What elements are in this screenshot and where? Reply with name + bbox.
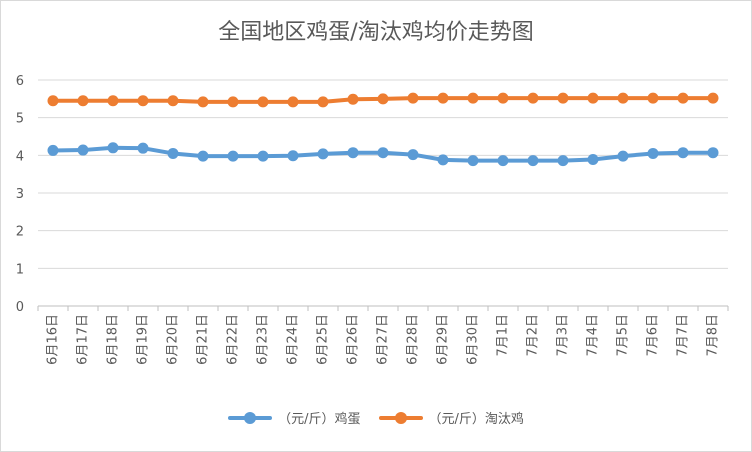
y-tick-label: 3 — [16, 187, 24, 202]
x-tick-label: 6月18日 — [106, 314, 121, 365]
data-point — [677, 147, 689, 159]
data-point — [617, 92, 629, 104]
data-point — [107, 95, 119, 107]
data-point — [137, 142, 149, 154]
y-tick-label: 6 — [16, 74, 24, 89]
data-point — [647, 92, 659, 104]
data-point — [227, 150, 239, 162]
legend-egg-marker — [228, 411, 273, 424]
data-point — [167, 95, 179, 107]
data-point — [257, 150, 269, 162]
data-point — [197, 96, 209, 108]
x-tick-label: 7月6日 — [646, 314, 661, 357]
y-axis: 0 1 2 3 4 5 6 — [16, 74, 24, 315]
data-point — [557, 92, 569, 104]
legend-item-egg: （元/斤）鸡蛋 — [228, 408, 361, 427]
data-point — [527, 155, 539, 167]
x-tick-label: 7月5日 — [616, 314, 631, 357]
x-tick-label: 6月26日 — [346, 314, 361, 365]
y-tick-label: 1 — [16, 262, 24, 277]
x-tick-label: 7月4日 — [586, 314, 601, 357]
x-tick-label: 6月28日 — [406, 314, 421, 365]
data-point — [257, 96, 269, 108]
data-point — [47, 144, 59, 156]
data-point — [77, 144, 89, 156]
data-point — [647, 147, 659, 159]
x-tick-label: 6月17日 — [76, 314, 91, 365]
x-axis: 6月16日 6月17日 6月18日 6月19日 6月20日 6月21日 6月22日 6月23日… — [37, 306, 729, 365]
data-point — [467, 155, 479, 167]
legend-item-spent-hen: （元/斤）淘汰鸡 — [378, 408, 524, 427]
data-point — [287, 150, 299, 162]
data-point — [527, 92, 539, 104]
data-point — [467, 92, 479, 104]
y-tick-label: 4 — [16, 149, 24, 164]
legend-spent-hen-marker — [378, 411, 423, 424]
data-point — [587, 153, 599, 165]
data-point — [317, 96, 329, 108]
y-tick-label: 2 — [16, 225, 24, 240]
legend: （元/斤）鸡蛋 （元/斤）淘汰鸡 — [0, 408, 752, 427]
data-point — [167, 147, 179, 159]
data-point — [347, 147, 359, 159]
x-tick-label: 6月23日 — [256, 314, 271, 365]
x-tick-label: 6月22日 — [226, 314, 241, 365]
x-tick-label: 7月2日 — [526, 314, 541, 357]
data-point — [377, 147, 389, 159]
x-tick-label: 6月25日 — [316, 314, 331, 365]
x-tick-label: 6月29日 — [436, 314, 451, 365]
x-tick-label: 7月7日 — [676, 314, 691, 357]
data-point — [617, 150, 629, 162]
x-tick-label: 6月20日 — [166, 314, 181, 365]
data-point — [287, 96, 299, 108]
data-point — [557, 155, 569, 167]
x-tick-label: 6月27日 — [376, 314, 391, 365]
data-point — [407, 92, 419, 104]
data-point — [587, 92, 599, 104]
data-point — [317, 148, 329, 160]
x-tick-label: 7月3日 — [556, 314, 571, 357]
data-point — [437, 154, 449, 166]
chart-title: 全国地区鸡蛋/淘汰鸡均价走势图 — [218, 20, 534, 45]
data-point — [707, 147, 719, 159]
x-tick-label: 6月19日 — [136, 314, 151, 365]
legend-spent-hen-label: （元/斤）淘汰鸡 — [428, 412, 524, 427]
legend-egg-label: （元/斤）鸡蛋 — [278, 412, 361, 427]
data-point — [437, 92, 449, 104]
y-tick-label: 5 — [16, 112, 24, 127]
x-tick-label: 7月1日 — [496, 314, 511, 357]
x-tick-label: 6月21日 — [196, 314, 211, 365]
x-tick-label: 6月30日 — [466, 314, 481, 365]
y-tick-label: 0 — [16, 300, 24, 315]
data-point — [347, 93, 359, 105]
data-point — [137, 95, 149, 107]
data-point — [497, 92, 509, 104]
series-group — [47, 92, 719, 167]
data-point — [197, 150, 209, 162]
data-point — [377, 93, 389, 105]
data-point — [707, 92, 719, 104]
x-tick-label: 6月16日 — [46, 314, 61, 365]
data-point — [497, 155, 509, 167]
gridlines — [38, 79, 728, 307]
data-point — [677, 92, 689, 104]
data-point — [407, 149, 419, 161]
data-point — [107, 142, 119, 154]
data-point — [47, 95, 59, 107]
data-point — [77, 95, 89, 107]
x-tick-label: 6月24日 — [286, 314, 301, 365]
data-point — [227, 96, 239, 108]
x-tick-label: 7月8日 — [706, 314, 721, 357]
